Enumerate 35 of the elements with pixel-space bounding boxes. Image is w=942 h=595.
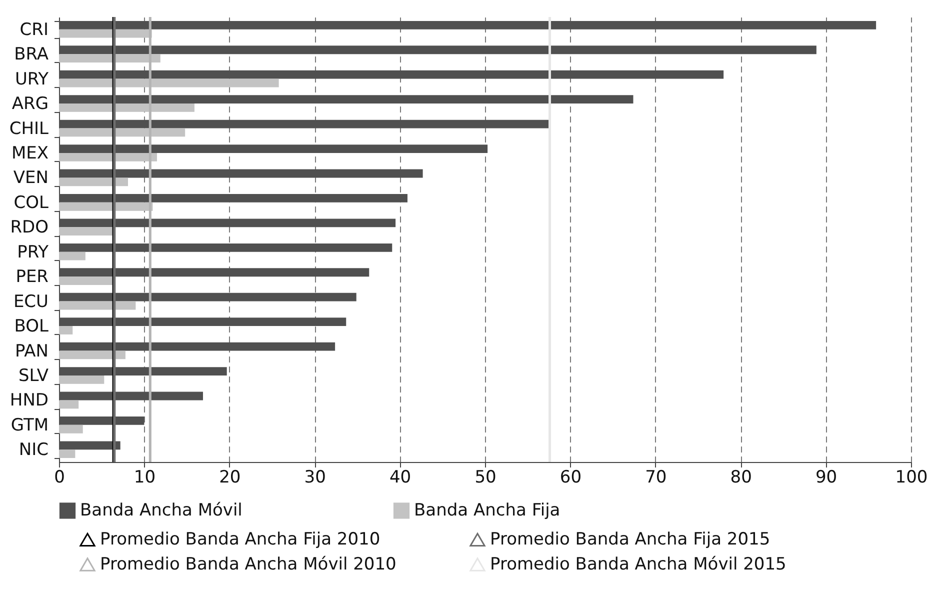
legend-label: Promedio Banda Ancha Móvil 2010	[100, 554, 396, 574]
x-tick-label: 0	[54, 468, 65, 488]
y-tick-label: URY	[14, 69, 50, 90]
y-tick-label: GTM	[10, 415, 48, 436]
x-tick-label: 50	[474, 468, 496, 488]
y-tick-label: CRI	[20, 20, 48, 40]
x-tick-label: 30	[304, 468, 326, 488]
x-tick-label: 90	[815, 468, 838, 488]
y-tick-label: CHIL	[9, 118, 50, 139]
y-tick-label: NIC	[18, 440, 48, 460]
y-tick-label: PAN	[14, 341, 48, 362]
y-tick-label: PRY	[17, 242, 50, 262]
legend-label: Promedio Banda Ancha Móvil 2015	[490, 554, 786, 574]
y-tick-label: HND	[10, 390, 48, 411]
legend-label: Promedio Banda Ancha Fija 2010	[100, 530, 380, 550]
x-tick-label: 20	[219, 468, 241, 488]
x-tick-label: 70	[645, 468, 667, 488]
y-tick-label: PER	[16, 267, 49, 288]
x-tick-label: 60	[560, 468, 582, 488]
legend-label: Banda Ancha Fija	[414, 500, 560, 521]
y-tick-label: BRA	[14, 44, 49, 65]
y-tick-label: COL	[14, 192, 50, 213]
y-tick-label: BOL	[14, 316, 50, 337]
y-tick-label: SLV	[18, 366, 49, 386]
y-tick-label: VEN	[13, 168, 48, 188]
y-tick-label: ARG	[12, 94, 48, 114]
x-tick-label: 40	[389, 468, 412, 488]
y-tick-label: RDO	[10, 218, 48, 238]
y-tick-label: MEX	[11, 143, 49, 164]
y-tick-label: ECU	[13, 292, 48, 312]
legend-label: Banda Ancha Móvil	[80, 500, 242, 521]
legend-label: Promedio Banda Ancha Fija 2015	[490, 530, 770, 550]
x-tick-label: 10	[134, 468, 156, 488]
x-tick-label: 100	[895, 468, 928, 488]
x-tick-label: 80	[730, 468, 752, 488]
